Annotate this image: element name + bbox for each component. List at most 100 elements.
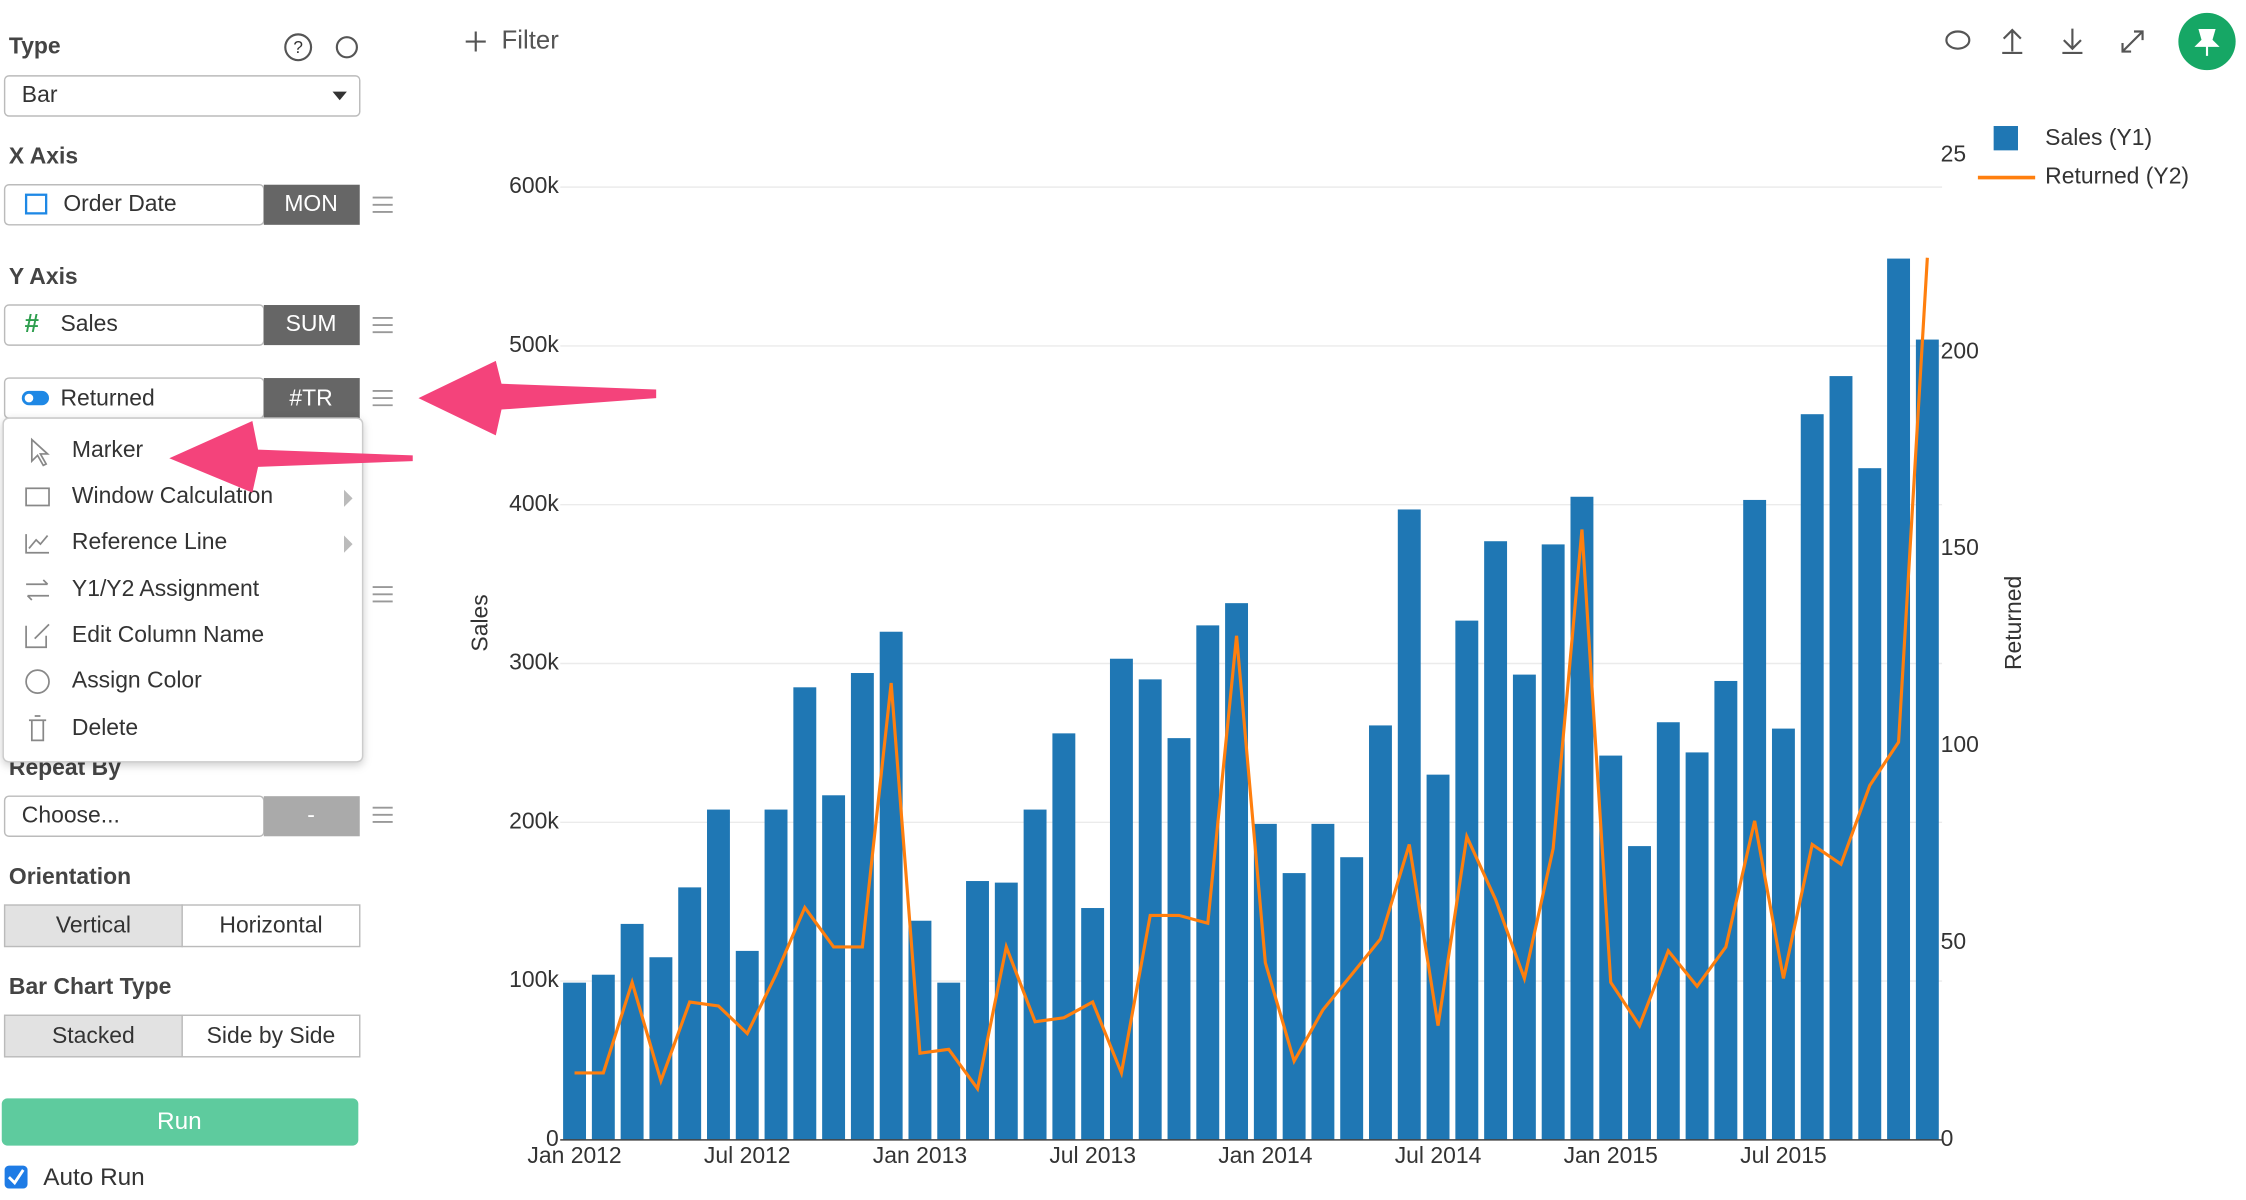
x-tick-label: Jan 2014 <box>1218 1142 1313 1168</box>
menu-item[interactable]: Reference Line <box>72 528 227 554</box>
checkbox[interactable] <box>4 1165 28 1189</box>
agg[interactable] <box>263 378 360 419</box>
upload-icon[interactable] <box>2002 28 2023 55</box>
bar <box>1426 774 1450 1140</box>
field-name: Order Date <box>63 190 176 216</box>
label: X Axis <box>9 143 78 169</box>
bar <box>1887 258 1911 1140</box>
bar <box>1109 658 1133 1140</box>
filter-button[interactable]: Filter <box>502 26 560 54</box>
menu-item[interactable]: Marker <box>72 436 144 462</box>
bar <box>1800 414 1824 1140</box>
bar <box>678 887 702 1140</box>
toggle-button[interactable] <box>3 904 183 948</box>
button-text: Side by Side <box>207 1022 336 1048</box>
y2-axis-title: Returned <box>2000 576 2026 670</box>
agg-text: - <box>307 801 315 827</box>
y-tick-label: 400k <box>509 490 559 516</box>
agg[interactable] <box>263 305 360 346</box>
agg-text: SUM <box>286 310 337 336</box>
menu-icon[interactable] <box>372 586 393 603</box>
menu-icon <box>25 623 50 649</box>
menu-icon[interactable] <box>372 806 393 823</box>
label: Type <box>9 32 61 58</box>
menu-item[interactable]: Edit Column Name <box>72 621 264 647</box>
agg[interactable] <box>263 184 360 225</box>
y2-tick-label: 0 <box>1941 1125 1954 1151</box>
toggle-button[interactable] <box>181 904 361 948</box>
bar <box>563 982 587 1140</box>
y2-tick-label: 25 <box>1941 140 1966 166</box>
bar <box>1599 755 1623 1140</box>
menu-icon <box>25 534 50 554</box>
field-name: Choose... <box>22 801 120 827</box>
x-tick-label: Jul 2012 <box>704 1142 791 1168</box>
bar <box>822 795 846 1140</box>
bar <box>1628 846 1651 1140</box>
bar <box>707 809 730 1140</box>
button-text: Horizontal <box>219 912 322 938</box>
checkbox-label: Auto Run <box>43 1164 144 1191</box>
bar <box>1512 674 1536 1140</box>
y-tick-label: 0 <box>546 1125 559 1151</box>
add-icon[interactable] <box>465 31 486 52</box>
bar <box>1455 620 1479 1140</box>
menu-icon[interactable] <box>372 316 393 334</box>
bar <box>1369 725 1392 1140</box>
y2-tick-label: 200 <box>1941 337 1979 363</box>
bar <box>937 982 961 1140</box>
expand-icon[interactable] <box>2121 30 2144 53</box>
x-tick-label: Jul 2014 <box>1395 1142 1482 1168</box>
bar <box>620 923 644 1140</box>
context-menu <box>2 417 364 763</box>
menu-icon <box>26 579 50 601</box>
field[interactable] <box>3 304 265 346</box>
download-icon[interactable] <box>2062 28 2083 55</box>
label: Orientation <box>9 863 131 889</box>
y-tick-label: 100k <box>509 966 559 992</box>
bar <box>1311 823 1335 1140</box>
type-select[interactable] <box>3 75 361 117</box>
x-tick-label: Jul 2015 <box>1740 1142 1827 1168</box>
menu-icon <box>25 669 50 694</box>
y2-tick-label: 50 <box>1941 928 1966 954</box>
caret <box>332 91 347 101</box>
run-button[interactable] <box>1 1098 359 1146</box>
bar <box>1771 728 1795 1140</box>
bar <box>1829 376 1853 1140</box>
bar <box>879 631 903 1140</box>
menu-icon[interactable] <box>372 196 393 213</box>
bar <box>1656 722 1680 1140</box>
menu-item[interactable]: Y1/Y2 Assignment <box>72 575 260 601</box>
button-text: Run <box>157 1108 202 1135</box>
legend-label: Returned (Y2) <box>2045 163 2189 189</box>
y2-tick-label: 150 <box>1941 534 1979 560</box>
help-icon[interactable] <box>284 33 313 62</box>
comment-icon[interactable] <box>1945 30 1971 50</box>
toggle-button[interactable] <box>181 1014 361 1058</box>
menu-icon[interactable] <box>372 390 393 407</box>
menu-item[interactable]: Delete <box>72 714 138 740</box>
label: Bar Chart Type <box>9 973 172 999</box>
menu-icon <box>28 715 47 742</box>
x-tick-label: Jan 2012 <box>527 1142 621 1168</box>
bar <box>994 882 1018 1140</box>
y-axis-title: Sales <box>467 594 493 651</box>
bar <box>1743 499 1767 1140</box>
toggle-button[interactable] <box>3 1014 183 1058</box>
legend-label: Sales (Y1) <box>2045 124 2152 150</box>
agg-text: MON <box>284 190 337 216</box>
menu-icon <box>30 437 50 467</box>
y-tick-label: 600k <box>509 172 559 198</box>
menu-item[interactable]: Assign Color <box>72 667 202 693</box>
button-text: Stacked <box>52 1022 135 1048</box>
settings-icon[interactable] <box>335 36 358 59</box>
annotation-arrow <box>418 360 657 436</box>
chart: 0 100k 200k 300k 400k 500k 600k 0 50 100 150 200 25 S… <box>467 124 2190 1168</box>
bar <box>1081 908 1105 1140</box>
help-glyph: ? <box>293 37 303 57</box>
select-value: Bar <box>22 81 58 107</box>
agg[interactable] <box>263 796 360 837</box>
number-icon: # <box>25 310 39 338</box>
